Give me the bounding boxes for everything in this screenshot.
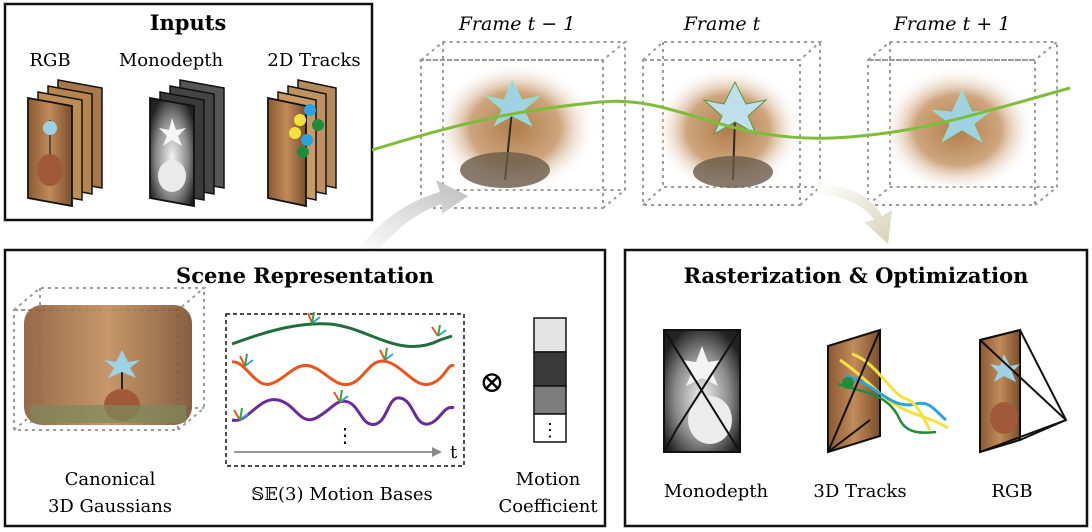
canonical-label-line2: 3D Gaussians [48,496,172,517]
rgb-frame-stack [27,79,103,208]
canonical-pinwheel [30,350,186,423]
coefficient-label-line1: Motion [516,469,581,490]
coefficient-cell [533,351,567,387]
monodepth-input-label: Monodepth [119,50,224,71]
arrow-to-rasterization [816,182,892,244]
frame-next-label: Frame t + 1 [893,13,1011,35]
scene-title: Scene Representation [176,263,434,288]
se3-frame-glyphs [233,311,447,421]
scene-representation-panel: Scene Representation Canonical 3D Gaussi… [3,248,607,528]
frame-curr-label: Frame t [683,13,761,35]
coefficient-cell [533,413,567,443]
time-axis-arrowhead [432,447,442,457]
frame-labels: Frame t − 1 Frame t Frame t + 1 [458,13,1011,35]
motion-bases-box [225,313,465,467]
otimes-operator: ⊗ [479,365,504,400]
motion-basis-curve-green [231,322,453,348]
arrow-to-frames [360,180,468,256]
motion-coefficient-vector: ⋮ [533,317,567,443]
scene-trajectory-curve [371,86,1071,152]
motion-basis-curve-purple [231,396,455,426]
time-axis-label: t [450,442,458,463]
motion-bases-ellipsis: ⋮ [335,423,355,447]
raster-monodepth-label: Monodepth [664,481,769,502]
inputs-panel: Inputs RGB Monodepth 2D Tracks [3,2,374,222]
rgb-input-label: RGB [29,50,70,71]
motion-bases-label: 𝕊𝔼(3) Motion Bases [251,484,432,505]
motion-basis-curve-orange [231,359,455,387]
pinwheel-prev [460,79,550,188]
coefficient-label-line2: Coefficient [498,496,598,517]
coefficient-cell [533,317,567,353]
inputs-title: Inputs [150,10,227,35]
coefficient-cell [533,385,567,415]
raster-tracks-render [827,328,949,454]
raster-rgb-label: RGB [991,481,1032,502]
raster-monodepth-render [663,329,741,453]
canonical-label-line1: Canonical [65,469,156,490]
raster-tracks-label: 3D Tracks [813,481,906,502]
raster-title: Rasterization & Optimization [684,263,1029,288]
frame-curr-image [653,66,803,194]
frame-prev-label: Frame t − 1 [458,13,576,35]
canonical-gaussians-image [24,305,192,425]
pinwheel-curr [693,80,773,188]
monodepth-frame-stack [149,79,225,208]
tracks-frame-stack [267,79,337,208]
raster-rgb-render [979,328,1068,454]
rasterization-panel: Rasterization & Optimization Monodepth 3… [623,248,1089,528]
tracks-input-label: 2D Tracks [267,50,360,71]
coefficient-ellipsis: ⋮ [541,420,559,441]
